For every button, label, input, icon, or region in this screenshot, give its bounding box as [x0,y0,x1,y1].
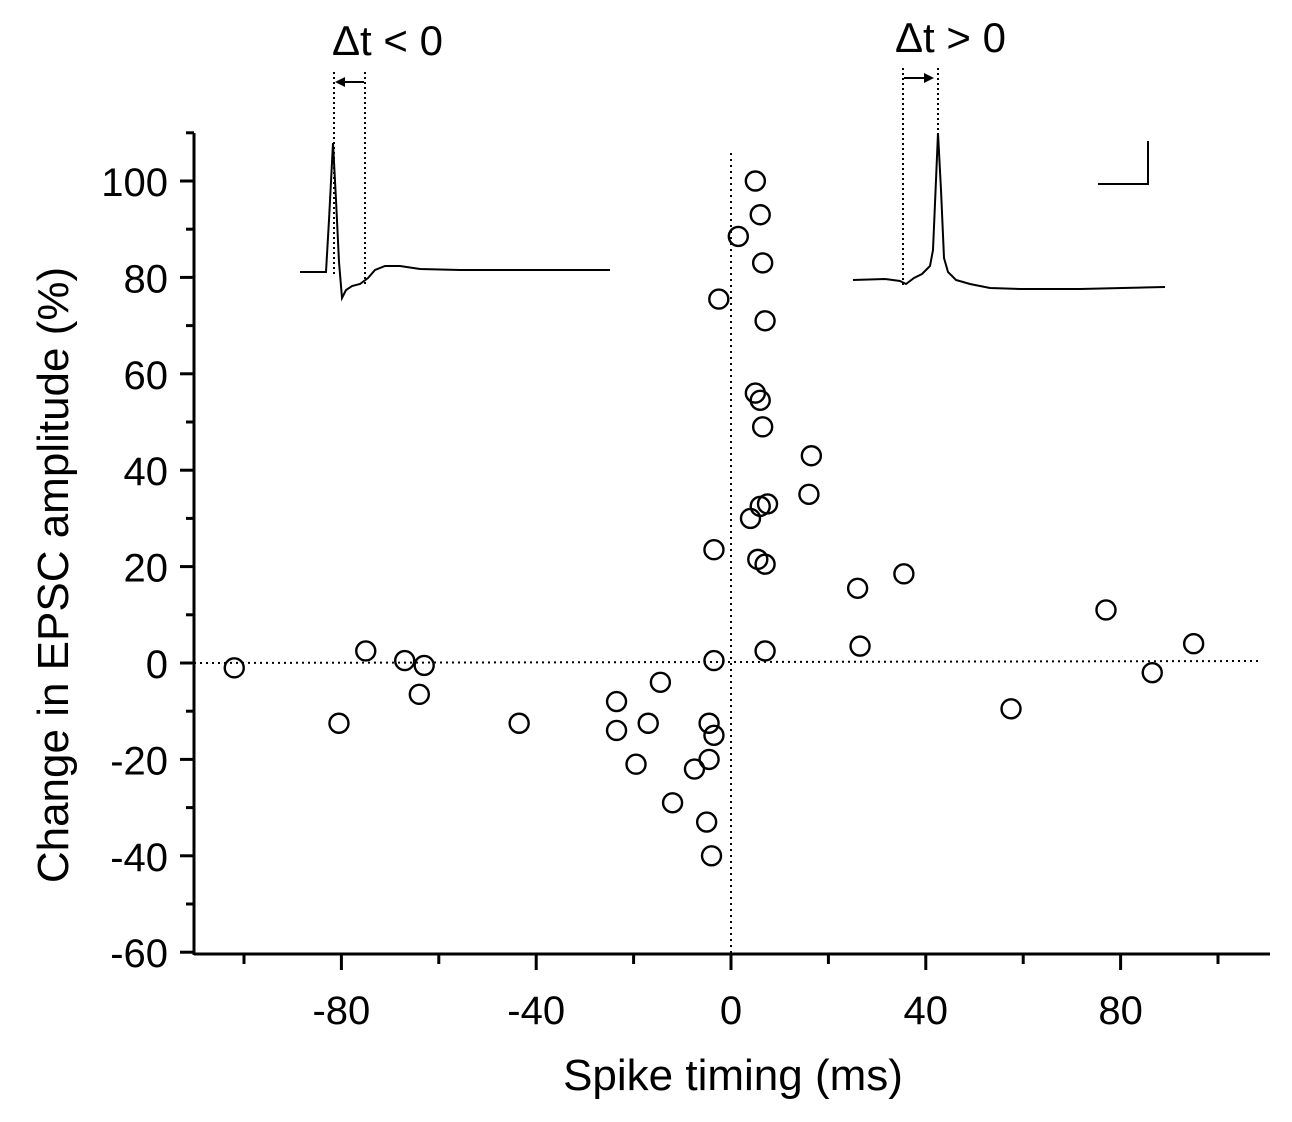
inset-label-negative: Δt < 0 [332,17,443,64]
y-tick-label: -40 [110,836,168,880]
data-point [800,445,823,467]
x-tick-label: -80 [312,989,370,1033]
zero-horizontal-line [193,660,1259,664]
data-point [756,493,779,515]
data-point [749,204,771,226]
data-point [698,712,720,734]
data-point [661,792,684,814]
data-point [625,753,647,775]
data-point [849,635,871,657]
data-point [637,712,659,734]
inset-trace-negative [300,142,610,302]
data-point [413,654,435,677]
inset-trace-positive [852,132,1166,290]
data-point [605,719,628,742]
data-point [754,553,776,575]
data-point [703,649,725,672]
data-point [605,690,628,713]
data-point [798,483,820,505]
data-point [649,671,672,693]
x-ticks: -80 -40 0 40 80 [242,954,1220,1033]
data-point [703,724,725,746]
data-point [708,288,730,310]
y-ticks: 100 80 60 40 20 0 -20 -40 -60 [101,131,194,976]
data-point [695,811,718,833]
x-axis-label: Spike timing (ms) [563,1051,903,1100]
data-point [508,712,530,734]
data-point [739,507,762,530]
y-tick-label: 80 [124,257,169,301]
y-tick-label: 60 [124,354,169,398]
y-tick-label: 0 [146,643,168,687]
data-point [751,416,774,438]
data-point [754,310,776,332]
x-tick-label: 80 [1098,989,1143,1033]
arrowhead-left-icon [335,77,345,87]
data-point [700,845,723,867]
data-point [754,640,776,662]
data-point [703,539,725,561]
data-point [223,657,245,679]
data-point [1000,698,1022,720]
data-point [394,649,416,672]
data-point [751,252,774,274]
y-tick-label: -20 [110,739,168,783]
x-tick-label: -40 [507,989,565,1033]
data-point [408,683,431,706]
data-point [1141,661,1163,684]
x-tick-label: 40 [904,989,949,1033]
arrowhead-right-icon [924,73,934,83]
data-point [749,389,771,412]
data-point [1095,599,1117,621]
data-point [727,225,750,248]
data-point [355,640,377,662]
data-point [893,563,915,585]
inset-negative-timing: Δt < 0 [300,17,610,302]
inset-positive-timing: Δt > 0 [852,14,1166,290]
y-axis-label: Change in EPSC amplitude (%) [29,267,78,883]
data-points [223,170,1205,867]
data-point [328,712,350,734]
scale-bar [1098,141,1149,185]
x-tick-label: 0 [720,989,742,1033]
data-point [683,758,706,780]
y-tick-label: 40 [124,450,169,494]
y-tick-label: 20 [124,547,169,591]
y-tick-label: 100 [101,161,168,205]
data-point [698,748,720,771]
data-point [846,577,869,599]
data-point [1182,633,1205,655]
data-point [744,170,767,192]
inset-label-positive: Δt > 0 [895,14,1006,61]
y-tick-label: -60 [110,932,168,976]
